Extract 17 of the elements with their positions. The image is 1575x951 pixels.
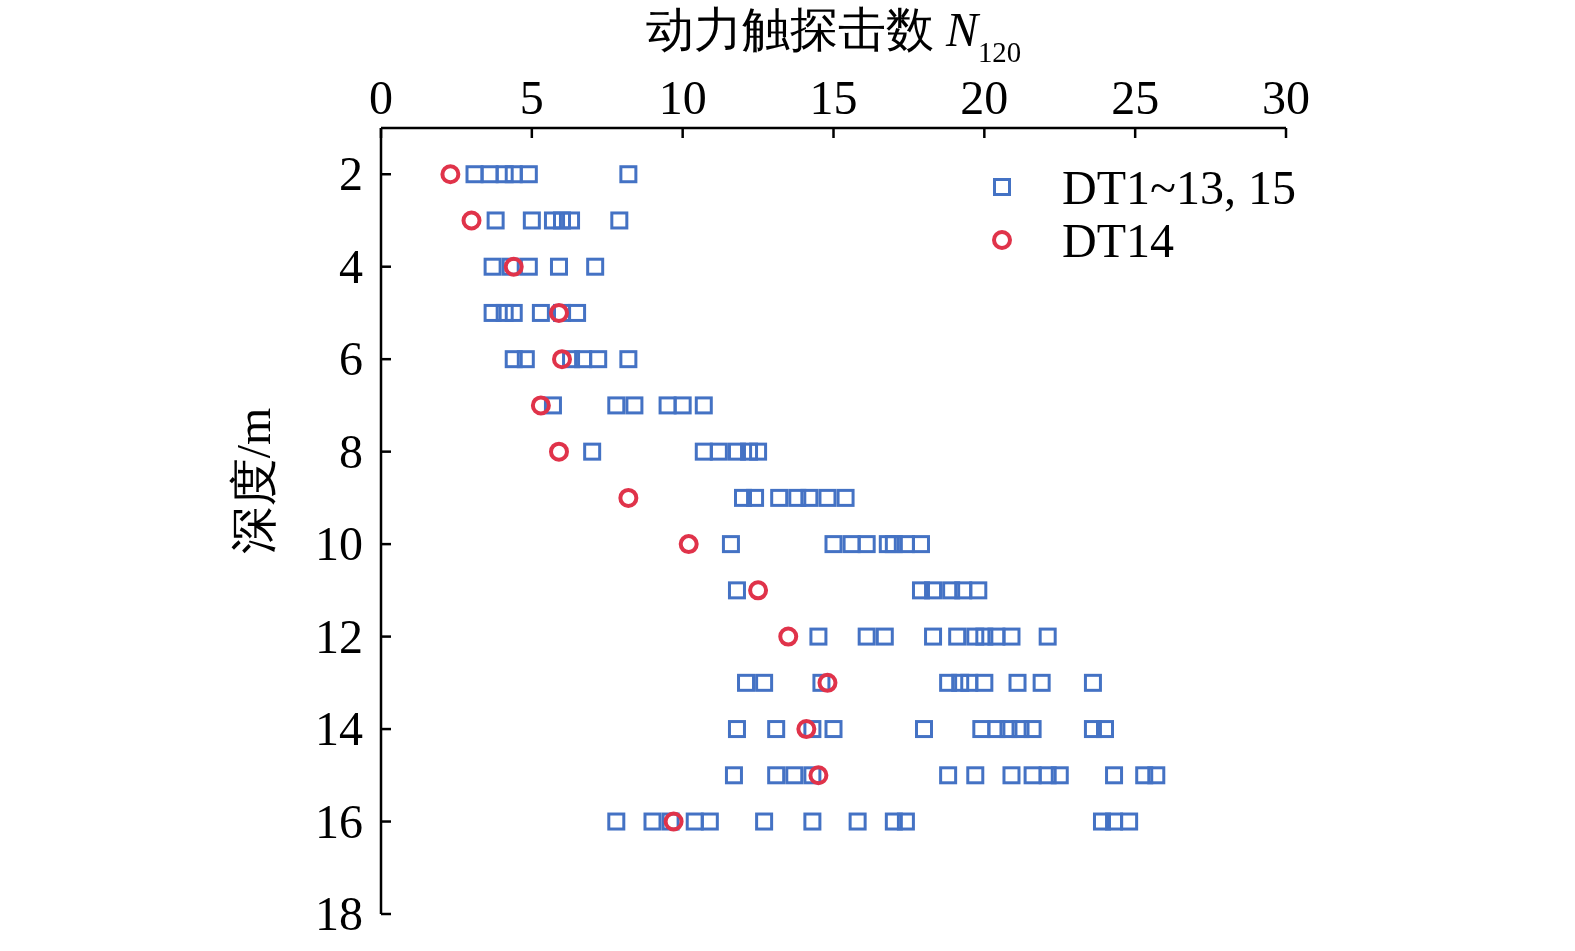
point (440, 164, 461, 185)
point (548, 441, 569, 462)
point (778, 626, 799, 647)
point (678, 534, 699, 555)
point (552, 349, 572, 370)
point (461, 210, 482, 231)
xlabel: 动力触探击数 N$_{120}$ (645, 3, 1022, 68)
point (548, 302, 569, 323)
point (618, 487, 639, 508)
point (748, 580, 769, 601)
point (663, 811, 684, 832)
point (796, 719, 817, 740)
point (503, 256, 524, 277)
point (530, 395, 551, 416)
point (817, 672, 838, 693)
point (808, 765, 829, 786)
ylabel: 深度/m (227, 407, 280, 555)
